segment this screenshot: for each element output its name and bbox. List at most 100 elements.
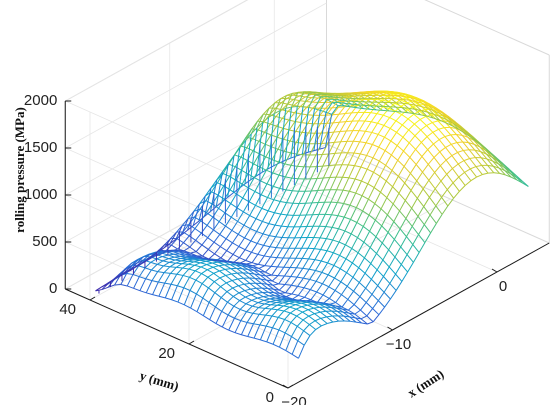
mesh-line	[370, 269, 378, 280]
mesh-line	[277, 305, 284, 311]
grid-line-z	[65, 147, 289, 248]
mesh-line	[195, 251, 203, 257]
mesh-line	[451, 142, 458, 145]
mesh-line	[431, 122, 439, 130]
mesh-line	[233, 262, 241, 264]
mesh-line	[207, 266, 214, 271]
mesh-line	[291, 293, 299, 296]
mesh-line	[297, 287, 305, 296]
mesh-line	[385, 180, 393, 188]
mesh-line	[294, 237, 302, 249]
mesh-line	[188, 224, 196, 230]
mesh-line	[399, 210, 407, 219]
mesh-line	[294, 120, 302, 124]
mesh-line	[240, 145, 247, 149]
mesh-line	[260, 180, 268, 185]
mesh-line	[491, 156, 499, 165]
mesh-line	[382, 249, 390, 261]
mesh-line	[370, 113, 378, 123]
y-axis-label: y (mm)	[138, 368, 181, 394]
mesh-line	[397, 150, 404, 161]
mesh-line	[345, 244, 353, 249]
mesh-line	[433, 157, 441, 167]
mesh-line	[309, 329, 317, 336]
mesh-line	[333, 252, 340, 256]
mesh-line	[185, 253, 192, 257]
mesh-line	[301, 237, 308, 249]
mesh-line	[256, 221, 263, 232]
mesh-line	[183, 246, 191, 252]
mesh-line	[444, 136, 452, 145]
mesh-line	[176, 238, 184, 244]
mesh-line	[303, 330, 311, 336]
mesh-line	[157, 265, 164, 272]
mesh-line	[445, 155, 453, 161]
mesh-line	[342, 308, 350, 314]
mesh-line	[309, 324, 317, 330]
mesh-line	[402, 102, 410, 105]
mesh-line	[163, 266, 171, 274]
mesh-line	[321, 260, 328, 264]
mesh-line	[305, 96, 312, 99]
mesh-line	[381, 232, 389, 244]
mesh-line	[414, 135, 422, 143]
mesh-line	[364, 120, 372, 123]
mesh-line	[219, 234, 227, 240]
mesh-line	[420, 125, 427, 131]
z-tick-label: 0	[49, 280, 57, 297]
mesh-line	[360, 166, 368, 170]
mesh-line	[225, 273, 232, 276]
mesh-line	[180, 258, 188, 260]
mesh-line	[408, 107, 415, 110]
mesh-line	[352, 262, 360, 269]
mesh-line	[263, 299, 271, 303]
mesh-line	[182, 231, 190, 237]
mesh-line	[344, 105, 352, 114]
mesh-line	[362, 214, 370, 227]
mesh-line	[344, 216, 351, 220]
mesh-line	[327, 265, 335, 276]
mesh-line	[346, 130, 354, 142]
mesh-line	[373, 187, 381, 193]
mesh-line	[415, 101, 423, 104]
mesh-line	[365, 302, 373, 309]
mesh-line	[285, 292, 292, 295]
mesh-line	[348, 304, 355, 311]
mesh-line	[360, 315, 368, 320]
mesh-line	[339, 99, 346, 102]
mesh-line	[232, 296, 240, 301]
mesh-line	[238, 283, 245, 287]
mesh-line	[328, 142, 335, 155]
mesh-line	[253, 163, 261, 168]
mesh-line	[515, 174, 523, 182]
mesh-line	[411, 226, 419, 235]
mesh-line	[359, 296, 367, 303]
mesh-line	[388, 110, 396, 112]
mesh-line	[296, 92, 305, 107]
mesh-line	[232, 292, 240, 297]
mesh-line	[338, 230, 346, 243]
mesh-line	[421, 106, 429, 110]
mesh-line	[158, 281, 165, 284]
mesh-line	[321, 92, 329, 95]
mesh-line	[381, 214, 388, 227]
mesh-line	[118, 269, 126, 277]
mesh-line	[469, 157, 476, 159]
mesh-line	[284, 165, 292, 178]
mesh-line	[211, 191, 219, 196]
mesh-line	[340, 272, 348, 283]
mesh-line	[241, 173, 249, 185]
mesh-line	[213, 281, 221, 287]
mesh-line	[259, 324, 267, 327]
mesh-line	[459, 125, 467, 132]
mesh-line	[245, 296, 252, 301]
mesh-line	[294, 112, 301, 115]
mesh-line	[383, 283, 391, 293]
mesh-line	[468, 142, 475, 145]
box-edge	[326, 143, 550, 244]
mesh-line	[266, 279, 274, 286]
mesh-line	[481, 165, 489, 174]
mesh-line	[272, 327, 279, 331]
mesh-line	[379, 175, 387, 182]
mesh-line	[435, 214, 443, 224]
